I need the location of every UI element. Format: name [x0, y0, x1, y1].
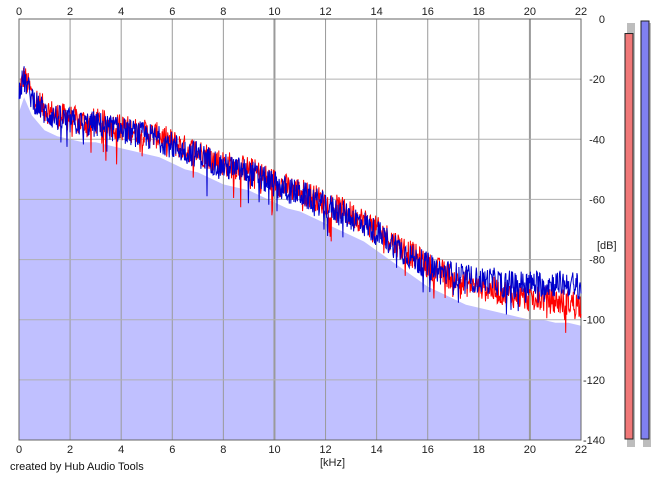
x-tick-label-bottom: 12 — [319, 444, 331, 456]
x-tick-label-top: 22 — [575, 6, 587, 18]
x-tick-label-bottom: 18 — [473, 444, 485, 456]
x-tick-label-top: 18 — [473, 6, 485, 18]
y-tick-label: -140 — [583, 435, 605, 447]
x-tick-label-bottom: 4 — [118, 444, 124, 456]
x-tick-label-top: 6 — [169, 6, 175, 18]
level-meter-bar-2 — [640, 20, 650, 440]
x-tick-labels-top: 0 2 4 6 8 10 12 14 16 18 20 22 — [16, 6, 587, 18]
x-tick-label-top: 10 — [268, 6, 280, 18]
y-tick-label: -80 — [589, 255, 605, 267]
x-tick-label-top: 2 — [67, 6, 73, 18]
x-tick-labels-bottom: 0 2 4 6 8 10 12 14 16 18 20 22 — [16, 444, 587, 456]
y-tick-labels: 0 -20 -40 -60 -80 -100 -120 -140 — [583, 14, 605, 447]
series-lines — [18, 66, 582, 333]
y-tick-label: -120 — [583, 375, 605, 387]
x-tick-label-top: 20 — [524, 6, 536, 18]
x-tick-label-top: 16 — [422, 6, 434, 18]
x-tick-label-top: 8 — [220, 6, 226, 18]
x-tick-label-top: 4 — [118, 6, 124, 18]
spectrum-fill — [19, 97, 581, 440]
y-tick-label: -60 — [589, 194, 605, 206]
x-tick-label-bottom: 16 — [422, 444, 434, 456]
y-tick-label: 0 — [599, 14, 605, 26]
x-tick-label-bottom: 14 — [371, 444, 383, 456]
spectrum-fill-area — [19, 19, 581, 440]
y-tick-label: -40 — [589, 134, 605, 146]
y-tick-label: -100 — [583, 315, 605, 327]
x-tick-label-bottom: 20 — [524, 444, 536, 456]
level-meter-bar-1 — [624, 33, 634, 440]
plot-frame — [18, 18, 582, 441]
x-tick-label-top: 14 — [371, 6, 383, 18]
x-tick-label-bottom: 0 — [16, 444, 22, 456]
x-tick-label-bottom: 22 — [575, 444, 587, 456]
x-tick-label-bottom: 10 — [268, 444, 280, 456]
chart-grid — [18, 18, 582, 441]
x-tick-label-top: 12 — [319, 6, 331, 18]
level-meters — [624, 20, 651, 447]
y-axis-label: [dB] — [597, 240, 617, 252]
x-tick-label-bottom: 2 — [67, 444, 73, 456]
y-tick-label: -20 — [589, 74, 605, 86]
x-tick-label-bottom: 6 — [169, 444, 175, 456]
x-axis-label: [kHz] — [320, 457, 346, 469]
credit-text: created by Hub Audio Tools — [10, 461, 144, 473]
series-line-2 — [18, 66, 582, 315]
x-tick-label-bottom: 8 — [220, 444, 226, 456]
x-tick-label-top: 0 — [16, 6, 22, 18]
